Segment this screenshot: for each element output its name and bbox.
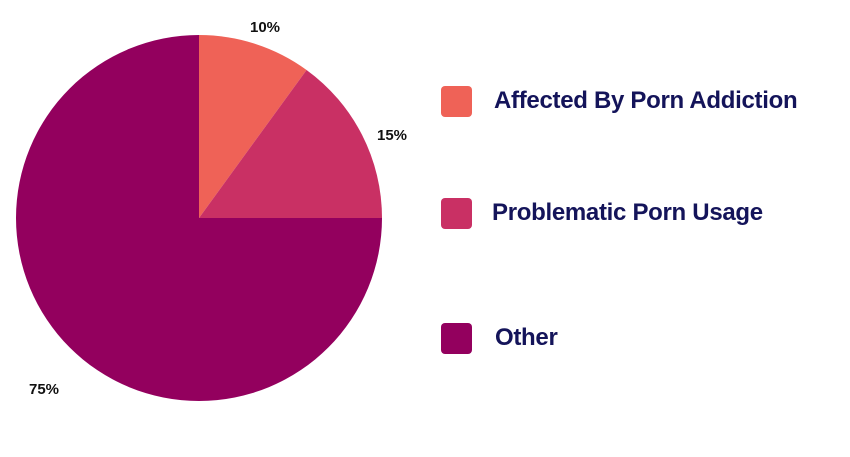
- legend-label-affected-by-porn-addiction: Affected By Porn Addiction: [494, 87, 798, 114]
- legend-label-other: Other: [495, 324, 558, 351]
- legend-label-problematic-porn-usage: Problematic Porn Usage: [492, 199, 763, 226]
- pie-chart: 10% 15% 75%: [16, 19, 407, 401]
- legend-item-problematic-porn-usage: Problematic Porn Usage: [441, 193, 763, 233]
- legend-swatch-problematic-porn-usage: [441, 197, 472, 229]
- legend-item-other: Other: [441, 318, 558, 358]
- slice-label-other: 75%: [29, 381, 59, 398]
- slice-label-affected-by-porn-addiction: 10%: [250, 19, 280, 36]
- legend-swatch-other: [441, 322, 472, 354]
- legend-item-affected-by-porn-addiction: Affected By Porn Addiction: [441, 81, 798, 121]
- pie-slice-affected-by-porn-addiction: [199, 35, 307, 218]
- chart-legend: Affected By Porn Addiction Problematic P…: [441, 0, 850, 452]
- slice-label-problematic-porn-usage: 15%: [377, 127, 407, 144]
- pie-slice-other: [16, 35, 382, 401]
- pie-slice-problematic-porn-usage: [199, 69, 382, 218]
- pie-chart-svg: 10% 15% 75%: [16, 19, 407, 401]
- legend-swatch-affected-by-porn-addiction: [441, 85, 472, 117]
